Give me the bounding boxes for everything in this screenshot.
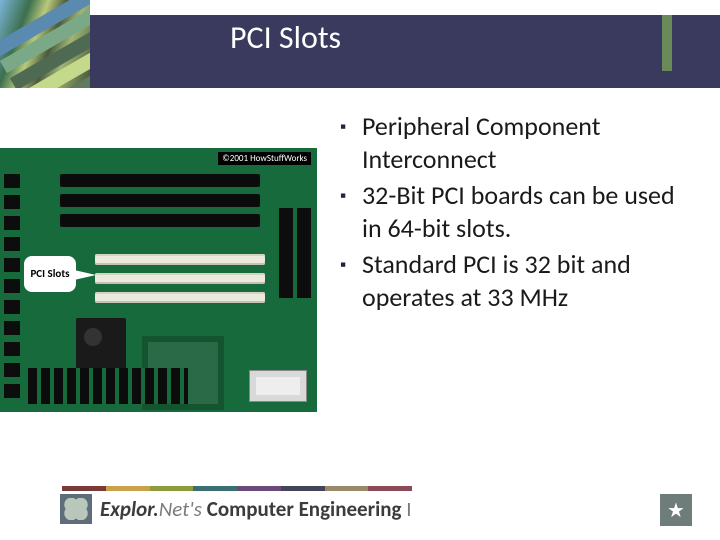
pci-slot <box>95 292 265 303</box>
bullet-text: Standard PCI is 32 bit and operates at 3… <box>362 248 690 313</box>
sub-bar <box>90 71 720 88</box>
bullet-icon: ▪ <box>340 110 362 175</box>
bullet-icon: ▪ <box>340 179 362 244</box>
isa-slot <box>60 214 260 227</box>
motherboard-image: PCI Slots ©2001 HowStuffWorks <box>0 148 317 412</box>
isa-slot <box>60 194 260 207</box>
brand-part: Net's <box>159 496 207 522</box>
title-accent-bar <box>662 15 672 71</box>
brand-part: I <box>401 496 411 522</box>
rule-seg <box>106 486 150 491</box>
rule-seg <box>368 486 412 491</box>
bullet-item: ▪ Peripheral Component Interconnect <box>340 110 690 175</box>
title-bar <box>90 15 720 71</box>
footer-color-rule <box>62 486 412 491</box>
isa-slot <box>60 174 260 187</box>
slide: PCI Slots PCI Slots ©2001 HowStuffWorks … <box>0 0 720 540</box>
edge-connectors <box>4 168 20 398</box>
rule-seg <box>62 486 106 491</box>
star-icon: ★ <box>660 494 692 526</box>
rule-seg <box>150 486 194 491</box>
chipset <box>76 318 126 372</box>
callout-pointer <box>74 270 96 280</box>
bullet-item: ▪ 32-Bit PCI boards can be used in 64-bi… <box>340 179 690 244</box>
pci-slot <box>95 254 265 265</box>
corner-decorative-image <box>0 0 90 88</box>
bullet-icon: ▪ <box>340 248 362 313</box>
slide-title: PCI Slots <box>230 18 341 57</box>
footer-brand: Explor.Net's Computer Engineering I <box>100 496 412 522</box>
bios-chip <box>249 370 307 402</box>
bullet-item: ▪ Standard PCI is 32 bit and operates at… <box>340 248 690 313</box>
small-chips <box>28 368 188 404</box>
image-copyright: ©2001 HowStuffWorks <box>218 152 311 165</box>
rule-seg <box>193 486 237 491</box>
footer-logo-icon <box>60 494 92 524</box>
bullet-text: 32-Bit PCI boards can be used in 64-bit … <box>362 179 690 244</box>
pci-slot <box>95 273 265 284</box>
brand-part: Computer Engineering <box>207 496 402 522</box>
bullet-text: Peripheral Component Interconnect <box>362 110 690 175</box>
brand-part: Explor <box>100 496 153 522</box>
callout-label: PCI Slots <box>24 256 76 292</box>
bullet-list: ▪ Peripheral Component Interconnect ▪ 32… <box>340 110 690 317</box>
rule-seg <box>325 486 369 491</box>
rule-seg <box>237 486 281 491</box>
rule-seg <box>281 486 325 491</box>
ram-socket <box>297 208 311 298</box>
